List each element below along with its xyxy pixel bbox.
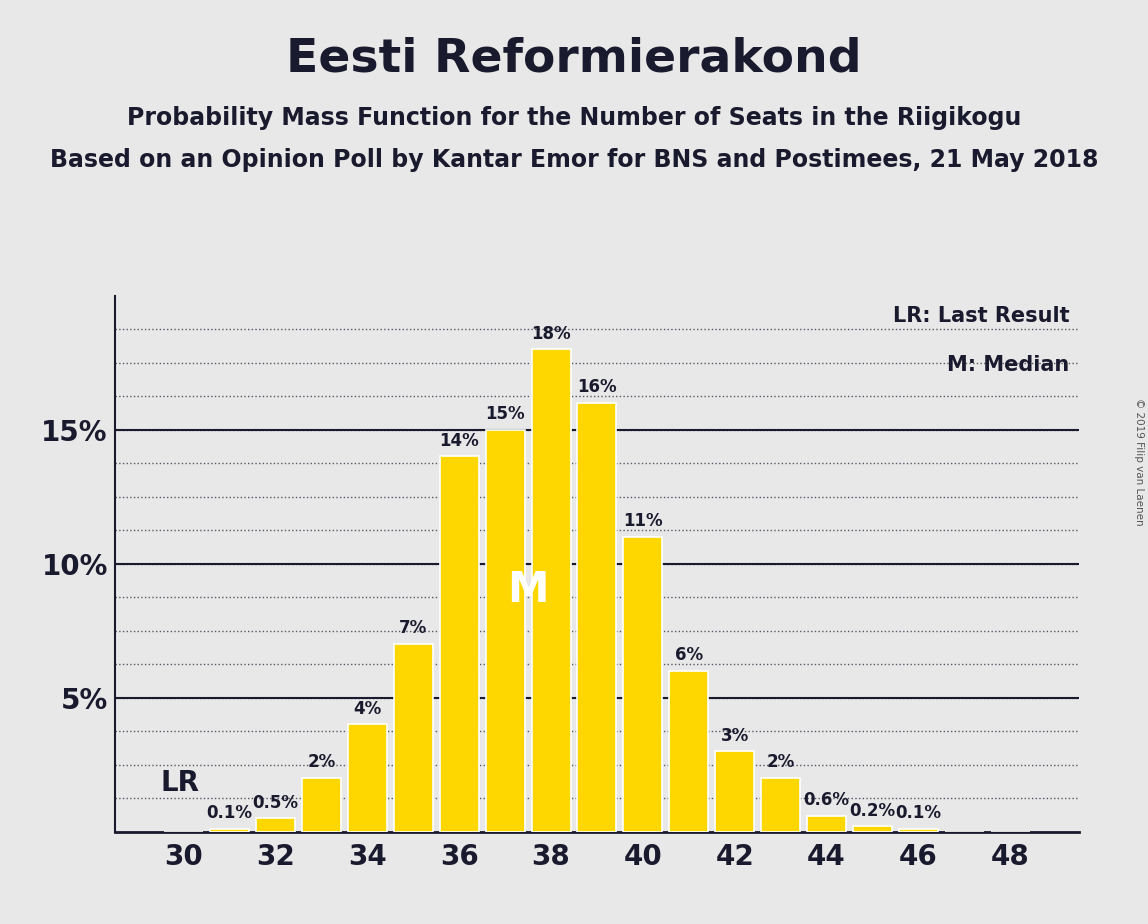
Text: 16%: 16%: [577, 378, 616, 396]
Text: 2%: 2%: [767, 753, 794, 772]
Bar: [623, 537, 662, 832]
Bar: [899, 829, 938, 832]
Bar: [210, 829, 249, 832]
Text: 4%: 4%: [354, 699, 381, 718]
Text: 0.5%: 0.5%: [253, 794, 298, 811]
Text: 11%: 11%: [623, 512, 662, 530]
Text: © 2019 Filip van Laenen: © 2019 Filip van Laenen: [1134, 398, 1143, 526]
Text: 14%: 14%: [440, 432, 479, 450]
Text: 0.6%: 0.6%: [804, 791, 850, 808]
Bar: [486, 430, 525, 832]
Text: 0.1%: 0.1%: [207, 804, 253, 822]
Bar: [302, 778, 341, 832]
Text: 15%: 15%: [486, 405, 525, 423]
Text: 0.1%: 0.1%: [895, 804, 941, 822]
Bar: [532, 349, 571, 832]
Bar: [256, 819, 295, 832]
Text: Based on an Opinion Poll by Kantar Emor for BNS and Postimees, 21 May 2018: Based on an Opinion Poll by Kantar Emor …: [49, 148, 1099, 172]
Text: M: Median: M: Median: [947, 355, 1070, 374]
Bar: [669, 671, 708, 832]
Text: 2%: 2%: [308, 753, 335, 772]
Text: 7%: 7%: [400, 619, 427, 638]
Text: Eesti Reformierakond: Eesti Reformierakond: [286, 37, 862, 82]
Text: M: M: [507, 569, 549, 612]
Text: Probability Mass Function for the Number of Seats in the Riigikogu: Probability Mass Function for the Number…: [126, 106, 1022, 130]
Bar: [348, 724, 387, 832]
Text: 3%: 3%: [721, 726, 748, 745]
Bar: [715, 751, 754, 832]
Bar: [440, 456, 479, 832]
Text: 18%: 18%: [532, 324, 571, 343]
Bar: [807, 816, 846, 832]
Text: 0.2%: 0.2%: [850, 801, 895, 820]
Bar: [853, 826, 892, 832]
Bar: [761, 778, 800, 832]
Text: LR: Last Result: LR: Last Result: [893, 307, 1070, 326]
Text: LR: LR: [161, 770, 200, 797]
Bar: [394, 644, 433, 832]
Bar: [577, 403, 616, 832]
Text: 6%: 6%: [675, 646, 703, 664]
